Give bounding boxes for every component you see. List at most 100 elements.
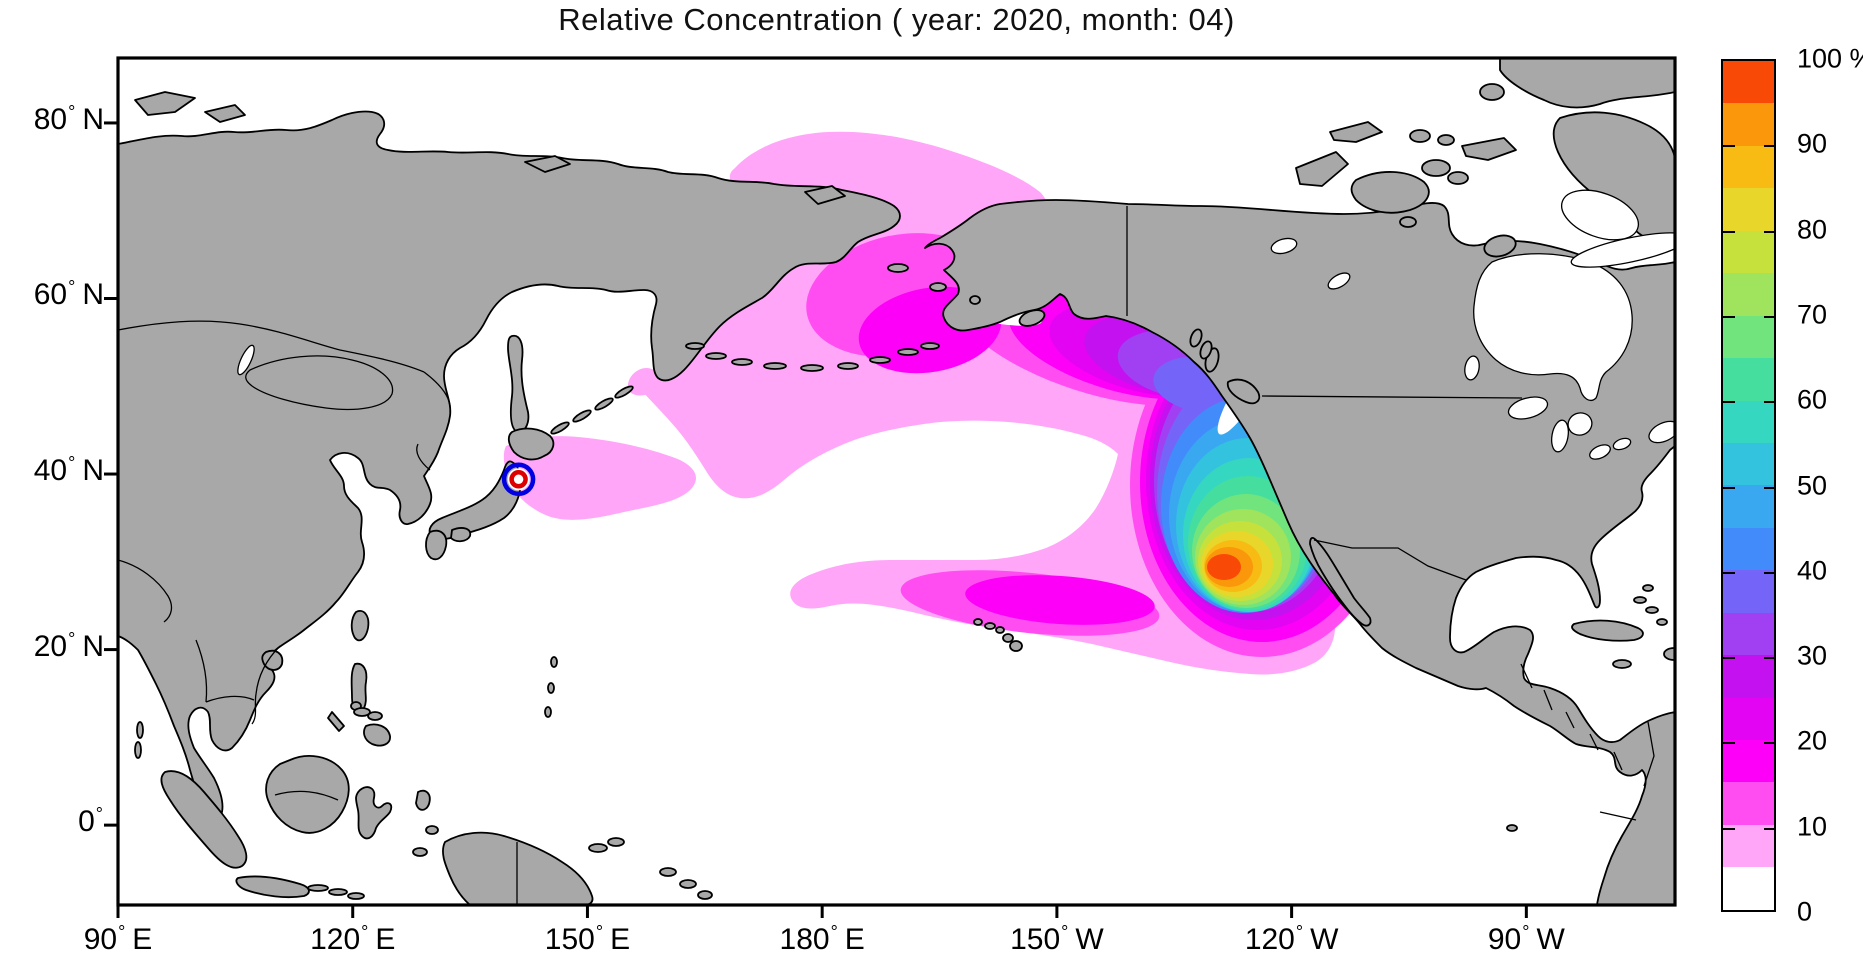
land-solomons-2 (679, 879, 697, 889)
colorbar-tick (1723, 742, 1735, 745)
land-aleutians-3 (731, 358, 753, 366)
x-axis-tick-label: 90° E (83, 922, 153, 956)
colorbar-tick-label: 100 % (1797, 43, 1863, 74)
land-jamaica (1612, 659, 1632, 669)
land-borneo (265, 755, 350, 834)
land-lesser-sunda-1 (307, 884, 329, 892)
land-bahamas-4 (1642, 584, 1654, 592)
land-kodiak (1018, 309, 1046, 327)
land-eurasia (118, 110, 901, 818)
land-new-guinea (442, 831, 594, 905)
colorbar-tick (1764, 486, 1776, 489)
land-moluccas-1 (425, 825, 439, 835)
land-solomons-3 (697, 890, 713, 900)
gulf-of-st-lawrence (1648, 420, 1675, 444)
y-axis-tick-label: 0° (78, 804, 103, 838)
land-andaman-1 (136, 721, 144, 739)
colorbar-segment (1723, 188, 1774, 231)
colorbar-tick (1723, 230, 1735, 233)
land-severnaya-zemlya-2 (204, 104, 246, 123)
border-us-canada (1261, 395, 1523, 399)
colorbar-tick-label: 60 (1797, 384, 1828, 415)
land-victoria-island (1350, 171, 1430, 214)
border-borneo (274, 790, 339, 801)
colorbar-tick (1764, 145, 1776, 148)
land-galapagos (1506, 824, 1518, 832)
colorbar-segment (1723, 527, 1774, 571)
land-southampton-island (1483, 234, 1517, 258)
land-kurils-4 (614, 385, 634, 399)
border-china-india (118, 559, 173, 623)
border-colombia-ecuador (1599, 811, 1637, 821)
y-axis-tick-label: 60° N (33, 277, 104, 312)
colorbar-segment (1723, 824, 1774, 868)
colorbar-segment (1723, 655, 1774, 698)
border-russia-kazakh-china (118, 320, 425, 373)
colorbar-tick (1764, 315, 1776, 318)
border-central-america-4 (1589, 733, 1599, 751)
land-andaman-2 (134, 741, 142, 759)
colorbar-tick-label: 50 (1797, 470, 1828, 500)
land-sumatra (160, 770, 248, 869)
land-cuba (1571, 619, 1644, 642)
colorbar-tick-label: 80 (1797, 214, 1828, 245)
colorbar-tick (1764, 230, 1776, 233)
land-moluccas-2 (412, 847, 428, 857)
page-title: Relative Concentration ( year: 2020, mon… (558, 2, 1235, 37)
land-sulawesi (355, 786, 393, 840)
axis-ticks (104, 121, 1528, 918)
colorbar-tick-label: 90 (1797, 128, 1828, 159)
lake-superior (1507, 396, 1549, 420)
x-axis-tick-label: 120° W (1244, 922, 1339, 956)
land-solomons-1 (659, 867, 677, 877)
land-somerset-island (1421, 159, 1451, 177)
land-baja-california (1309, 537, 1372, 627)
lake-baikal (237, 344, 255, 376)
land-aleutians-5 (800, 364, 824, 372)
colorbar-segment (1723, 442, 1774, 486)
lake-foxe-basin (1561, 189, 1639, 241)
land-severnaya-zemlya-1 (134, 91, 196, 116)
land-lesser-sunda-2 (328, 888, 348, 896)
land-alexander-1 (1189, 328, 1203, 348)
x-axis-tick-label: 150° E (544, 922, 631, 956)
border-china-russia-east (423, 371, 451, 413)
colorbar-tick (1764, 657, 1776, 660)
land-aleutians-6 (837, 362, 859, 370)
land-alexander-2 (1199, 340, 1213, 360)
colorbar-tick (1764, 827, 1776, 830)
lake-great-slave (1327, 272, 1351, 290)
land-bahamas-3 (1656, 618, 1668, 626)
colorbar-tick (1764, 401, 1776, 404)
lake-huron (1567, 412, 1593, 436)
lake-winnipeg (1464, 355, 1480, 381)
x-axis-tick-label: 150° W (1010, 922, 1104, 956)
land-north-and-south-america (924, 199, 1675, 905)
land-kurils-2 (572, 409, 592, 423)
source-marker (501, 462, 536, 497)
colorbar-segment (1723, 485, 1774, 528)
land-hokkaido (507, 427, 555, 461)
land-shikoku (450, 527, 472, 543)
land-aleutians-4 (763, 362, 787, 370)
land-kyushu (425, 529, 448, 561)
land-marianas-2 (547, 682, 555, 694)
land-bismarck-2 (607, 837, 625, 847)
plume-japan-patch (503, 436, 696, 520)
colorbar-segment (1723, 782, 1774, 825)
border-thailand-cambodia (205, 695, 255, 703)
colorbar-segment (1723, 570, 1774, 613)
land-bahamas-2 (1645, 606, 1659, 614)
land-marianas-3 (544, 706, 552, 718)
colorbar-tick (1723, 401, 1735, 404)
land-bahamas-1 (1633, 596, 1647, 604)
land-baffin-island (1552, 111, 1675, 243)
land-melville-island (1329, 121, 1383, 143)
colorbar-tick (1723, 315, 1735, 318)
border-china-korea (416, 443, 431, 471)
colorbar-tick (1723, 827, 1735, 830)
colorbar-segment (1723, 697, 1774, 740)
border-panama (1613, 751, 1623, 771)
land-lesser-sunda-3 (347, 892, 365, 900)
land-axel-heiberg (1479, 83, 1505, 101)
